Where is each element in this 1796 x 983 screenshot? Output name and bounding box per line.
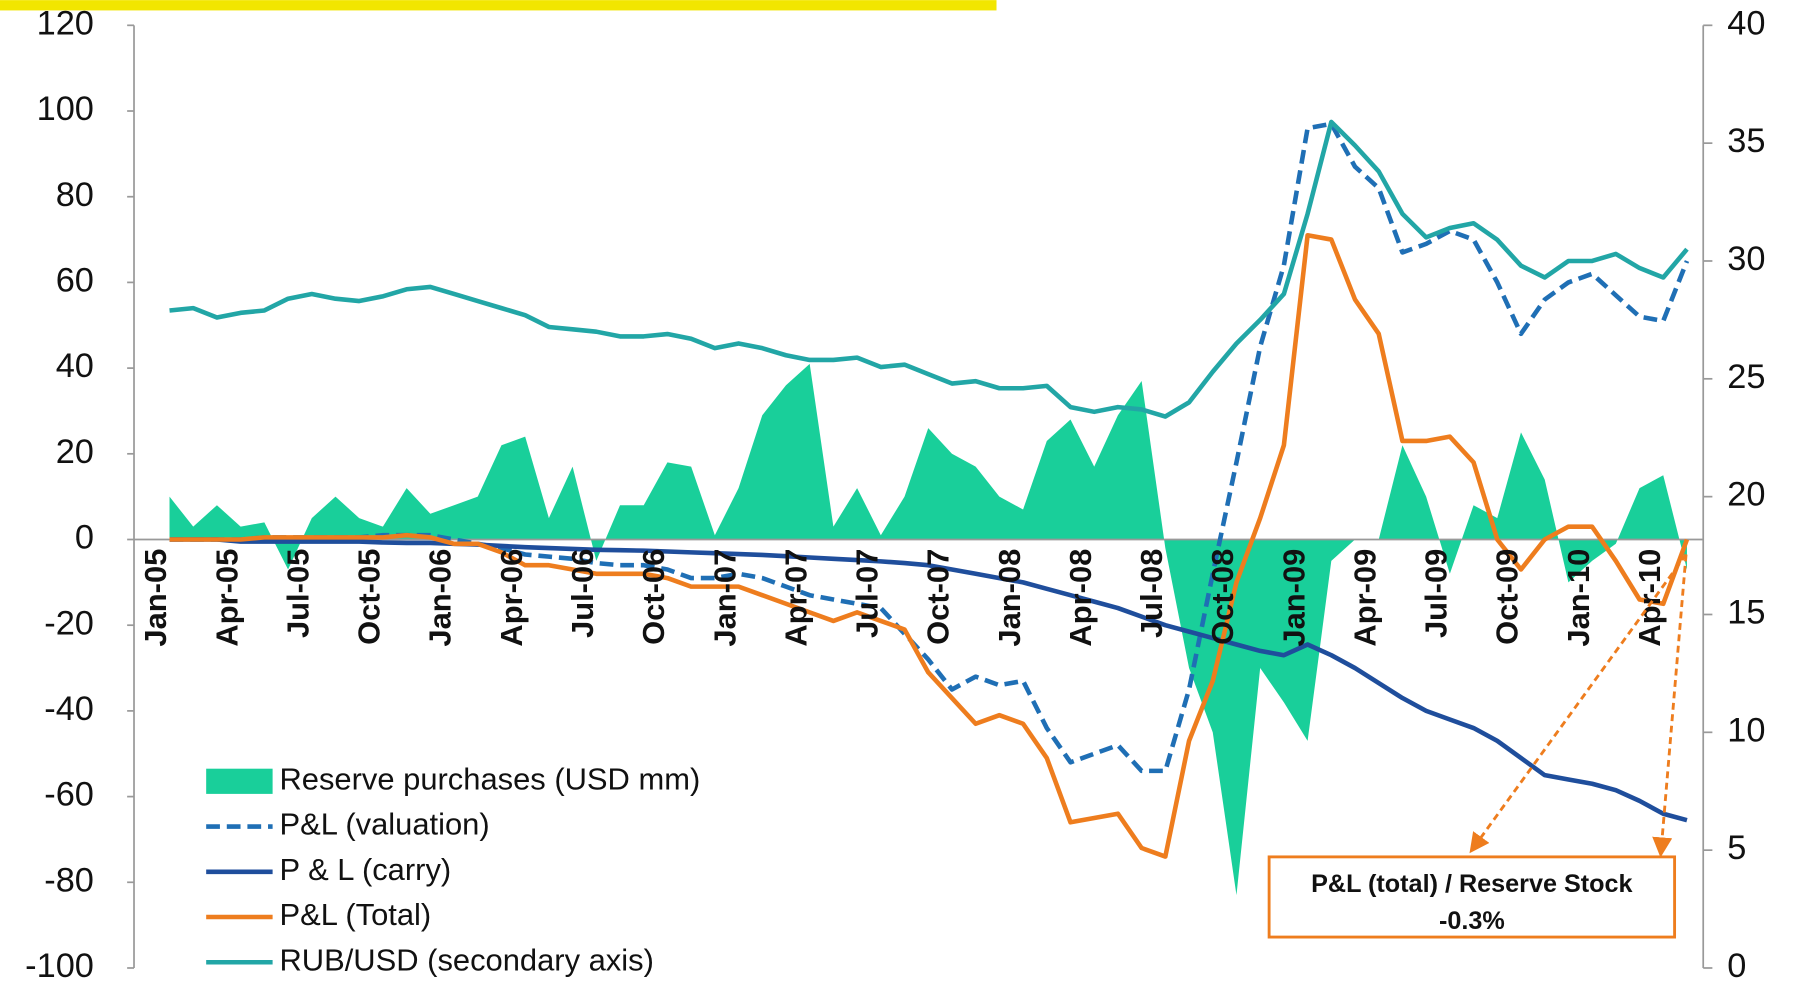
y-tick-label: -100	[25, 947, 94, 983]
x-tick-label: Oct-07	[921, 549, 956, 645]
y2-tick-label: 35	[1727, 122, 1765, 160]
y2-tick-label: 10	[1727, 711, 1765, 749]
annotation: P&L (total) / Reserve Stock	[1311, 870, 1633, 898]
x-tick-label: Jan-09	[1276, 549, 1311, 647]
x-tick-label: Jan-05	[138, 549, 173, 647]
y2-tick-label: 0	[1727, 947, 1746, 983]
y-tick-label: 100	[37, 90, 94, 128]
legend-label: RUB/USD (secondary axis)	[279, 942, 653, 977]
y-tick-label: 40	[56, 347, 94, 385]
annotation-arrow	[1652, 554, 1688, 858]
y-tick-label: -60	[44, 776, 94, 814]
legend-swatch	[206, 768, 273, 794]
annotation-box	[1267, 855, 1677, 939]
y-tick-label: -20	[44, 604, 94, 642]
y-tick-label: -40	[44, 690, 94, 728]
annotation: -0.3%	[1439, 907, 1505, 935]
annotation-arrow	[1469, 553, 1688, 854]
x-tick-label: Apr-10	[1632, 549, 1667, 647]
x-tick-label: Oct-06	[636, 549, 671, 645]
y-tick-label: 20	[56, 433, 94, 471]
x-tick-label: Apr-08	[1063, 549, 1098, 647]
legend-label: P & L (carry)	[279, 852, 451, 887]
legend-label: P&L (Total)	[279, 897, 431, 932]
x-tick-label: Jan-08	[992, 549, 1027, 647]
y-tick-label: -80	[44, 861, 94, 899]
y2-tick-label: 20	[1727, 476, 1765, 514]
x-tick-label: Jan-10	[1561, 549, 1596, 647]
line	[169, 232, 1690, 859]
x-tick-label: Jan-06	[423, 549, 458, 647]
legend-label: P&L (valuation)	[279, 807, 489, 842]
x-tick-label: Jul-05	[280, 549, 315, 638]
x-tick-label: Oct-05	[352, 549, 387, 645]
y2-tick-label: 5	[1727, 829, 1746, 867]
x-tick-label: Jul-08	[1134, 549, 1169, 638]
title-bar	[0, 0, 997, 11]
area	[169, 363, 1687, 896]
y2-tick-label: 40	[1727, 4, 1765, 42]
y-tick-label: 120	[37, 4, 94, 42]
y-tick-label: 60	[56, 261, 94, 299]
x-tick-label: Apr-06	[494, 549, 529, 647]
secondary-line	[169, 119, 1689, 419]
y2-tick-label: 30	[1727, 240, 1765, 278]
x-tick-label: Oct-09	[1490, 549, 1525, 645]
legend-label: Reserve purchases (USD mm)	[279, 761, 700, 796]
x-tick-label: Apr-07	[778, 549, 813, 647]
x-tick-label: Jan-07	[707, 549, 742, 647]
x-tick-label: Jul-07	[850, 549, 885, 638]
y2-tick-label: 25	[1727, 358, 1765, 396]
y-tick-label: 80	[56, 176, 94, 214]
x-tick-label: Apr-05	[209, 549, 244, 647]
x-tick-label: Apr-09	[1347, 549, 1382, 647]
x-tick-label: Jul-06	[565, 549, 600, 638]
y-tick-label: 0	[75, 519, 94, 557]
y2-tick-label: 15	[1727, 594, 1765, 632]
x-tick-label: Jul-09	[1419, 549, 1454, 638]
line	[169, 537, 1688, 823]
x-tick-label: Oct-08	[1205, 549, 1240, 645]
